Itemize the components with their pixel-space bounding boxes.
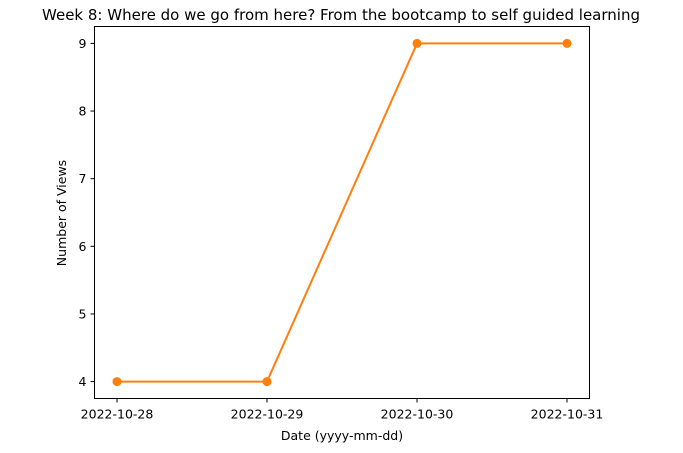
chart-title: Week 8: Where do we go from here? From t…: [42, 6, 640, 24]
x-tick-label: 2022-10-31: [531, 407, 604, 422]
series-group: [112, 38, 572, 387]
data-point: [262, 377, 272, 387]
y-axis: 4 5 6 7 8 9: [79, 36, 95, 389]
plot-area: [94, 26, 590, 399]
data-point: [412, 38, 422, 48]
y-tick-label: 5: [79, 306, 87, 321]
x-tick-label: 2022-10-28: [81, 407, 154, 422]
y-axis-label: Number of Views: [54, 160, 69, 266]
y-tick-label: 9: [79, 36, 87, 51]
y-tick-label: 7: [79, 171, 87, 186]
y-tick-label: 4: [79, 374, 87, 389]
x-tick-label: 2022-10-29: [231, 407, 304, 422]
data-point: [112, 377, 122, 387]
x-tick-label: 2022-10-30: [381, 407, 454, 422]
data-point: [562, 38, 572, 48]
x-axis-label: Date (yyyy-mm-dd): [281, 428, 403, 443]
y-tick-label: 6: [79, 239, 87, 254]
x-axis: 2022-10-28 2022-10-29 2022-10-30 2022-10-31: [81, 398, 604, 422]
y-tick-label: 8: [79, 104, 87, 119]
series-line: [117, 42, 567, 383]
